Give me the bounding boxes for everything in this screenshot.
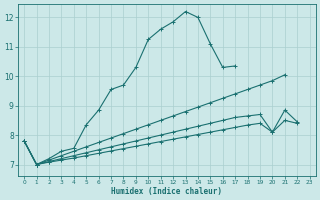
X-axis label: Humidex (Indice chaleur): Humidex (Indice chaleur) <box>111 187 222 196</box>
